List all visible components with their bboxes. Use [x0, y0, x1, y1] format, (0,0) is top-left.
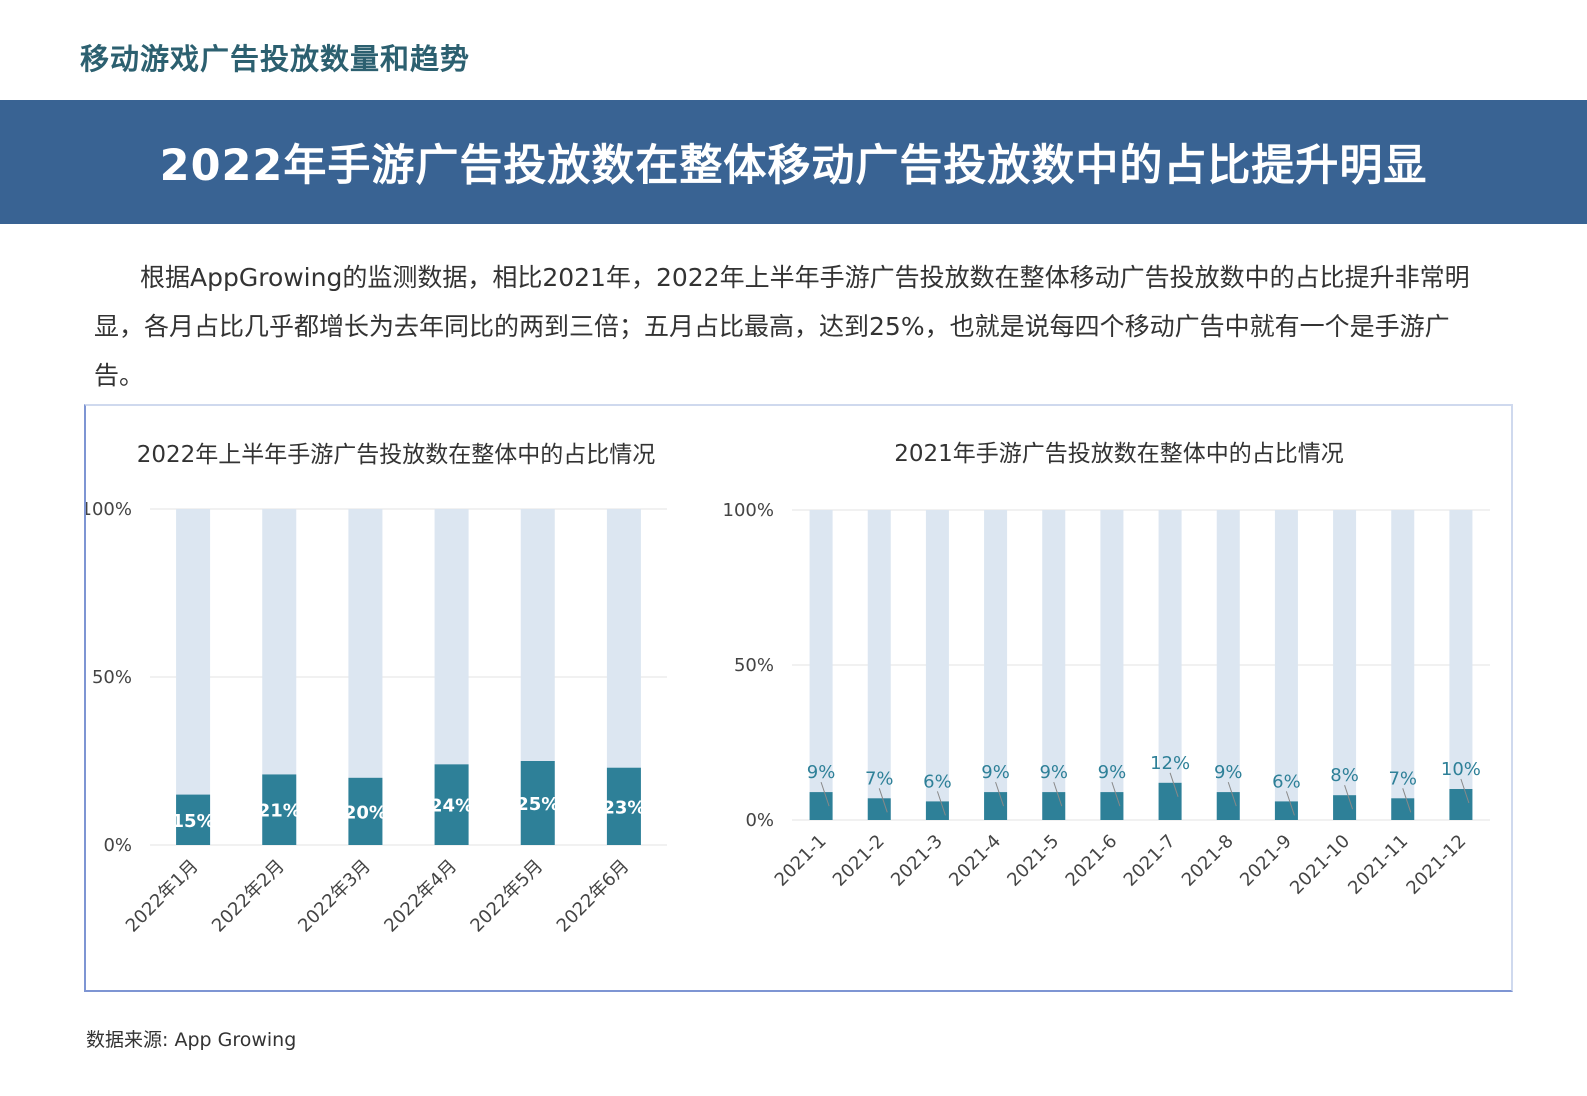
chart-2021-leader-line — [820, 781, 830, 807]
chart-2021-bar-background — [1274, 510, 1298, 820]
chart-2021-value-label: 6% — [1272, 771, 1301, 792]
charts-panel: 2022年上半年手游广告投放数在整体中的占比情况 0% 50% 100% 15% 2022… — [84, 404, 1513, 992]
chart-2022-value-label: 20% — [344, 802, 387, 823]
chart-2021-bar — [1391, 798, 1415, 820]
page-heading: 移动游戏广告投放数量和趋势 — [80, 42, 471, 76]
chart-2021-bar-background — [1158, 510, 1182, 820]
chart-2022-bar — [434, 764, 469, 845]
chart-2021-category-label: 2021-2 — [829, 831, 889, 891]
chart-2021-value-label: 9% — [1214, 762, 1243, 783]
chart-2021-value-label: 9% — [1039, 762, 1068, 783]
chart-2021-value-label: 9% — [981, 762, 1010, 783]
chart-2021-y-tick-label: 0% — [745, 810, 774, 831]
chart-2021-category-label: 2021-1 — [771, 831, 831, 891]
chart-2021-leader-line — [995, 781, 1005, 807]
chart-2021-leader-line — [1111, 781, 1121, 807]
intro-paragraph: 根据AppGrowing的监测数据，相比2021年，2022年上半年手游广告投放… — [94, 263, 1470, 390]
chart-2021-value-label: 12% — [1150, 753, 1190, 774]
chart-2021-leader-line — [878, 788, 888, 813]
chart-2021-leader-line — [1402, 788, 1412, 813]
chart-2021-y-tick-label: 100% — [723, 500, 774, 521]
chart-2022-bar — [520, 761, 555, 845]
chart-2021-bar-background — [1042, 510, 1066, 820]
chart-2022-category-label: 2022年5月 — [466, 856, 547, 937]
chart-2022-value-label: 21% — [258, 801, 301, 822]
chart-2021-y-tick-label: 50% — [734, 655, 774, 676]
chart-2021-value-label: 10% — [1441, 759, 1481, 780]
chart-2021-leader-line — [1344, 785, 1354, 810]
chart-2022-y-tick-label: 0% — [103, 835, 132, 856]
chart-2022-title: 2022年上半年手游广告投放数在整体中的占比情况 — [137, 442, 656, 468]
chart-2021-value-label: 7% — [865, 768, 894, 789]
title-banner: 2022年手游广告投放数在整体移动广告投放数中的占比提升明显 — [0, 100, 1587, 224]
chart-2021-bar-background — [1100, 510, 1124, 820]
chart-2022-value-label: 25% — [516, 794, 559, 815]
chart-2022-value-label: 24% — [430, 796, 473, 817]
chart-2021-bar-background — [1216, 510, 1240, 820]
chart-2022-bar — [176, 794, 211, 845]
chart-2021-bar — [1333, 795, 1357, 820]
chart-2022-bar-background — [176, 509, 211, 845]
chart-2021: 2021年手游广告投放数在整体中的占比情况 0% 50% 100% 9% 2021-1 7%… — [723, 441, 1490, 899]
chart-2022-value-label: 23% — [602, 797, 645, 818]
chart-2022-category-label: 2022年3月 — [294, 856, 375, 937]
chart-2021-leader-line — [1227, 781, 1237, 807]
chart-2022-category-label: 2022年2月 — [208, 856, 289, 937]
chart-2021-category-label: 2021-8 — [1178, 831, 1238, 891]
chart-2022-bar — [606, 767, 641, 845]
chart-2021-bar — [867, 798, 891, 820]
chart-2022-bar — [262, 774, 297, 845]
chart-2021-bar — [925, 801, 949, 820]
chart-2021-leader-line — [1285, 791, 1295, 816]
chart-2021-bar — [1449, 789, 1473, 820]
chart-2021-value-label: 8% — [1330, 765, 1359, 786]
chart-2021-category-label: 2021-12 — [1402, 831, 1470, 899]
chart-2022-value-label: 15% — [172, 811, 215, 832]
chart-2021-bar-background — [984, 510, 1008, 820]
chart-2021-leader-line — [936, 791, 946, 816]
charts-svg: 2022年上半年手游广告投放数在整体中的占比情况 0% 50% 100% 15% 2022… — [86, 441, 1490, 936]
chart-2021-leader-line — [1460, 778, 1470, 804]
chart-2021-category-label: 2021-10 — [1286, 831, 1354, 899]
chart-2021-bar-background — [809, 510, 833, 820]
chart-2022-y-tick-label: 50% — [92, 667, 132, 688]
chart-2021-bar-background — [1449, 510, 1473, 820]
chart-2021-category-label: 2021-11 — [1344, 831, 1412, 899]
chart-2021-bar — [1274, 801, 1298, 820]
chart-2022-category-label: 2022年1月 — [122, 856, 203, 937]
chart-2021-bar — [1158, 782, 1182, 820]
banner-title: 2022年手游广告投放数在整体移动广告投放数中的占比提升明显 — [159, 141, 1428, 191]
chart-2021-bar-background — [1391, 510, 1415, 820]
chart-2021-category-label: 2021-3 — [887, 831, 947, 891]
chart-2021-title: 2021年手游广告投放数在整体中的占比情况 — [894, 441, 1344, 467]
chart-2022-category-label: 2022年4月 — [380, 856, 461, 937]
chart-2021-bar-background — [867, 510, 891, 820]
data-source: 数据来源: App Growing — [86, 1029, 297, 1051]
chart-2021-value-label: 7% — [1388, 768, 1417, 789]
chart-2021-bar-background — [1333, 510, 1357, 820]
chart-2021-leader-line — [1169, 772, 1179, 797]
chart-2021-value-label: 9% — [1098, 762, 1127, 783]
chart-2021-leader-line — [1053, 781, 1063, 807]
chart-2022-h1: 2022年上半年手游广告投放数在整体中的占比情况 0% 50% 100% 15% 2022… — [86, 442, 667, 936]
chart-2021-category-label: 2021-4 — [945, 831, 1005, 891]
chart-2021-value-label: 6% — [923, 771, 952, 792]
chart-2021-value-label: 9% — [807, 762, 836, 783]
chart-2022-bar — [348, 777, 383, 845]
chart-2021-category-label: 2021-6 — [1062, 831, 1122, 891]
chart-2022-category-label: 2022年6月 — [553, 856, 634, 937]
chart-2022-y-tick-label: 100% — [86, 499, 132, 520]
chart-2021-bar-background — [925, 510, 949, 820]
chart-2021-category-label: 2021-5 — [1003, 831, 1063, 891]
chart-2021-category-label: 2021-7 — [1120, 831, 1180, 891]
